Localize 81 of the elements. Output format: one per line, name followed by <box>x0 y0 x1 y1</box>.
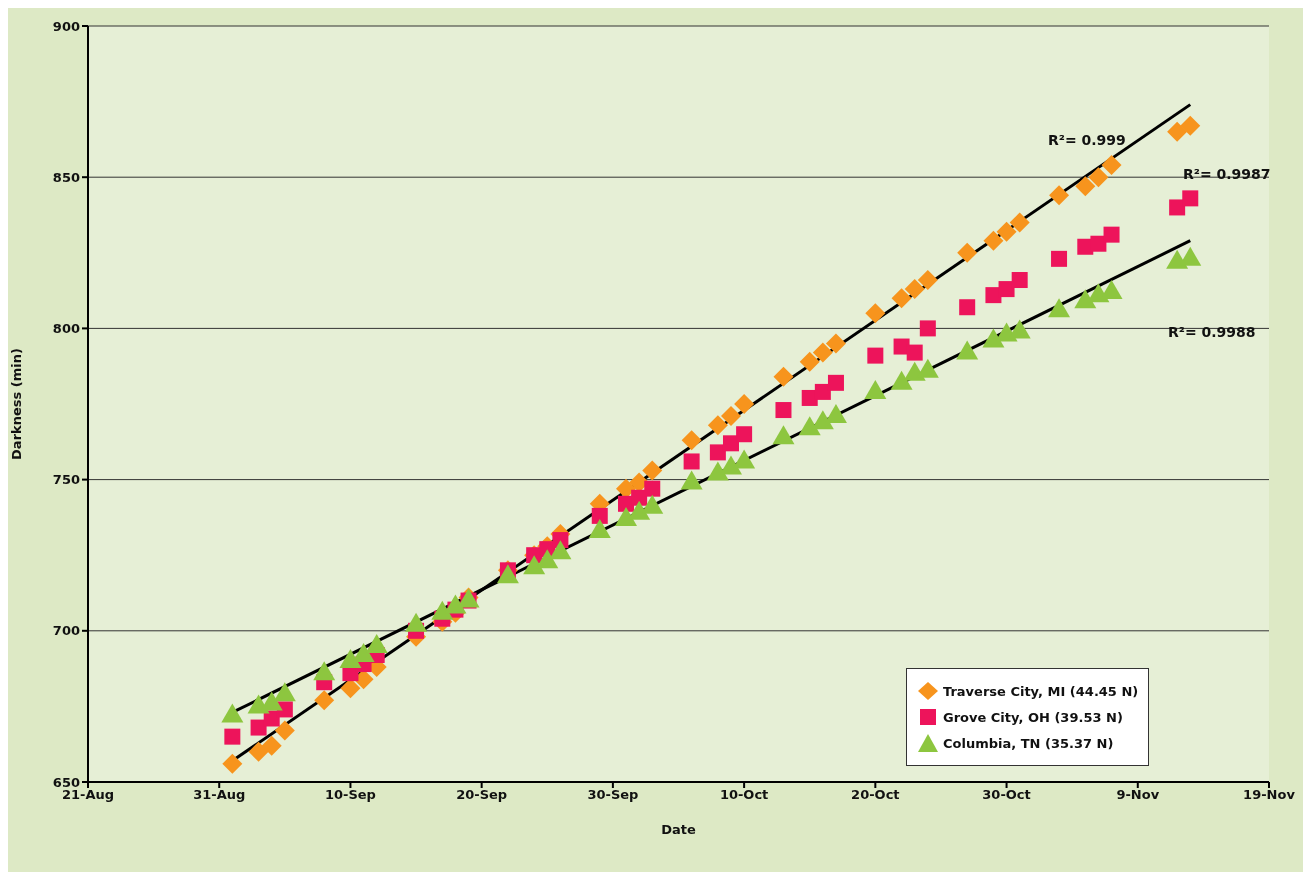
point <box>261 735 282 756</box>
point <box>996 221 1017 242</box>
point <box>250 719 267 736</box>
point <box>919 320 936 337</box>
y-tick-label: 800 <box>52 321 80 337</box>
point <box>867 347 884 364</box>
point <box>1049 185 1070 206</box>
point <box>1075 176 1096 197</box>
point <box>1169 199 1186 216</box>
point <box>1009 212 1030 233</box>
x-tick-label: 20-Oct <box>851 787 900 803</box>
point <box>222 753 243 774</box>
point <box>917 270 938 291</box>
point <box>736 426 753 443</box>
y-tick-label: 900 <box>52 18 80 34</box>
x-axis-title: Date <box>661 822 696 837</box>
point <box>891 288 912 309</box>
point <box>644 480 661 497</box>
point <box>1180 115 1201 136</box>
point <box>1182 190 1199 207</box>
point <box>722 435 739 452</box>
point <box>591 507 608 524</box>
x-tick-label: 30-Oct <box>982 787 1031 803</box>
point <box>825 333 846 354</box>
x-tick-label: 19-Nov <box>1243 787 1296 803</box>
point <box>812 342 833 363</box>
point <box>274 720 295 741</box>
point <box>775 402 792 419</box>
legend-label: Grove City, OH (39.53 N) <box>943 709 1123 725</box>
point <box>773 366 794 387</box>
point <box>865 303 886 324</box>
point <box>720 406 741 427</box>
point <box>1090 235 1107 252</box>
point <box>985 287 1002 304</box>
y-tick-label: 850 <box>52 169 80 185</box>
y-axis-title: Darkness (min) <box>8 348 24 460</box>
point <box>799 351 820 372</box>
point <box>248 741 269 762</box>
point <box>224 728 241 745</box>
y-tick-label: 700 <box>52 623 80 639</box>
point <box>313 661 336 681</box>
point <box>959 299 976 316</box>
point <box>707 415 728 436</box>
point <box>683 453 700 470</box>
x-tick-label: 30-Sep <box>587 787 639 803</box>
point <box>1167 121 1188 142</box>
point <box>906 344 923 361</box>
point <box>340 678 361 699</box>
point <box>814 383 831 400</box>
point <box>983 230 1004 251</box>
annotation: R²= 0.999 <box>1048 132 1126 148</box>
x-tick-label: 20-Sep <box>456 787 508 803</box>
legend-label: Columbia, TN (35.37 N) <box>943 735 1114 751</box>
annotation: R²= 0.9988 <box>1168 324 1256 340</box>
legend-label: Traverse City, MI (44.45 N) <box>943 683 1139 699</box>
y-tick-label: 750 <box>52 472 80 488</box>
y-tick-label: 650 <box>52 774 80 790</box>
point <box>549 540 572 560</box>
x-tick-label: 10-Oct <box>719 787 769 803</box>
x-tick-label: 31-Aug <box>193 787 246 803</box>
point <box>1101 155 1122 176</box>
point <box>314 690 335 711</box>
point <box>904 279 925 300</box>
point <box>1051 250 1068 267</box>
point <box>339 649 362 669</box>
x-tick-label: 21-Aug <box>61 787 115 803</box>
point <box>998 281 1015 298</box>
point <box>1088 167 1109 188</box>
point <box>616 478 637 499</box>
point <box>642 460 663 481</box>
point <box>681 430 702 451</box>
point <box>957 242 978 263</box>
point <box>1103 226 1120 243</box>
point <box>824 404 847 424</box>
point <box>1011 272 1028 289</box>
point <box>827 374 844 391</box>
x-tick-label: 10-Sep <box>324 787 376 803</box>
point <box>734 394 755 414</box>
x-tick-label: 9-Nov <box>1116 787 1160 803</box>
point <box>588 519 611 539</box>
point <box>709 444 726 461</box>
